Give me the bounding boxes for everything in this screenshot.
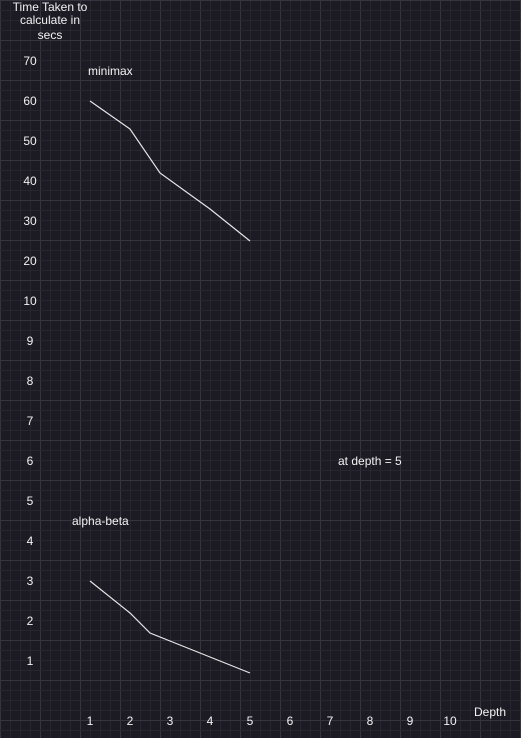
y-tick-label: 9 — [27, 334, 34, 348]
x-tick-label: 8 — [367, 714, 374, 728]
y-axis-title-line-1: Time Taken to — [13, 0, 88, 14]
y-axis-title-line-2: calculate in — [20, 13, 80, 27]
x-tick-label: 4 — [207, 714, 214, 728]
x-tick-label: 9 — [407, 714, 414, 728]
x-tick-label: 2 — [127, 714, 134, 728]
y-tick-label: 8 — [27, 374, 34, 388]
y-tick-label: 4 — [27, 534, 34, 548]
x-tick-label: 10 — [443, 714, 457, 728]
y-tick-label: 40 — [23, 174, 37, 188]
y-tick-label: 20 — [23, 254, 37, 268]
y-tick-label: 10 — [23, 294, 37, 308]
y-tick-label: 1 — [27, 654, 34, 668]
y-tick-label: 70 — [23, 54, 37, 68]
y-tick-label: 3 — [27, 574, 34, 588]
x-axis-title: Depth — [474, 705, 506, 719]
x-tick-label: 7 — [327, 714, 334, 728]
y-tick-label: 30 — [23, 214, 37, 228]
y-tick-label: 2 — [27, 614, 34, 628]
x-tick-label: 5 — [247, 714, 254, 728]
annotation-depth: at depth = 5 — [338, 454, 402, 468]
y-tick-label: 7 — [27, 414, 34, 428]
series-lines — [89, 100, 251, 674]
y-tick-label: 5 — [27, 494, 34, 508]
series-label-minimax: minimax — [88, 64, 133, 78]
y-tick-label: 60 — [23, 94, 37, 108]
y-tick-labels: 70 60 50 40 30 20 10 9 8 7 6 5 4 3 2 1 — [23, 54, 37, 668]
series-label-alpha-beta: alpha-beta — [72, 514, 129, 528]
series-line-minimax — [89, 100, 251, 242]
x-tick-label: 1 — [87, 714, 94, 728]
x-tick-labels: 1 2 3 4 5 6 7 8 9 10 — [87, 714, 457, 728]
y-tick-label: 6 — [27, 454, 34, 468]
y-tick-label: 50 — [23, 134, 37, 148]
x-tick-label: 6 — [287, 714, 294, 728]
series-line-alpha-beta — [89, 580, 251, 674]
x-tick-label: 3 — [167, 714, 174, 728]
y-axis-title-line-3: secs — [38, 28, 63, 42]
